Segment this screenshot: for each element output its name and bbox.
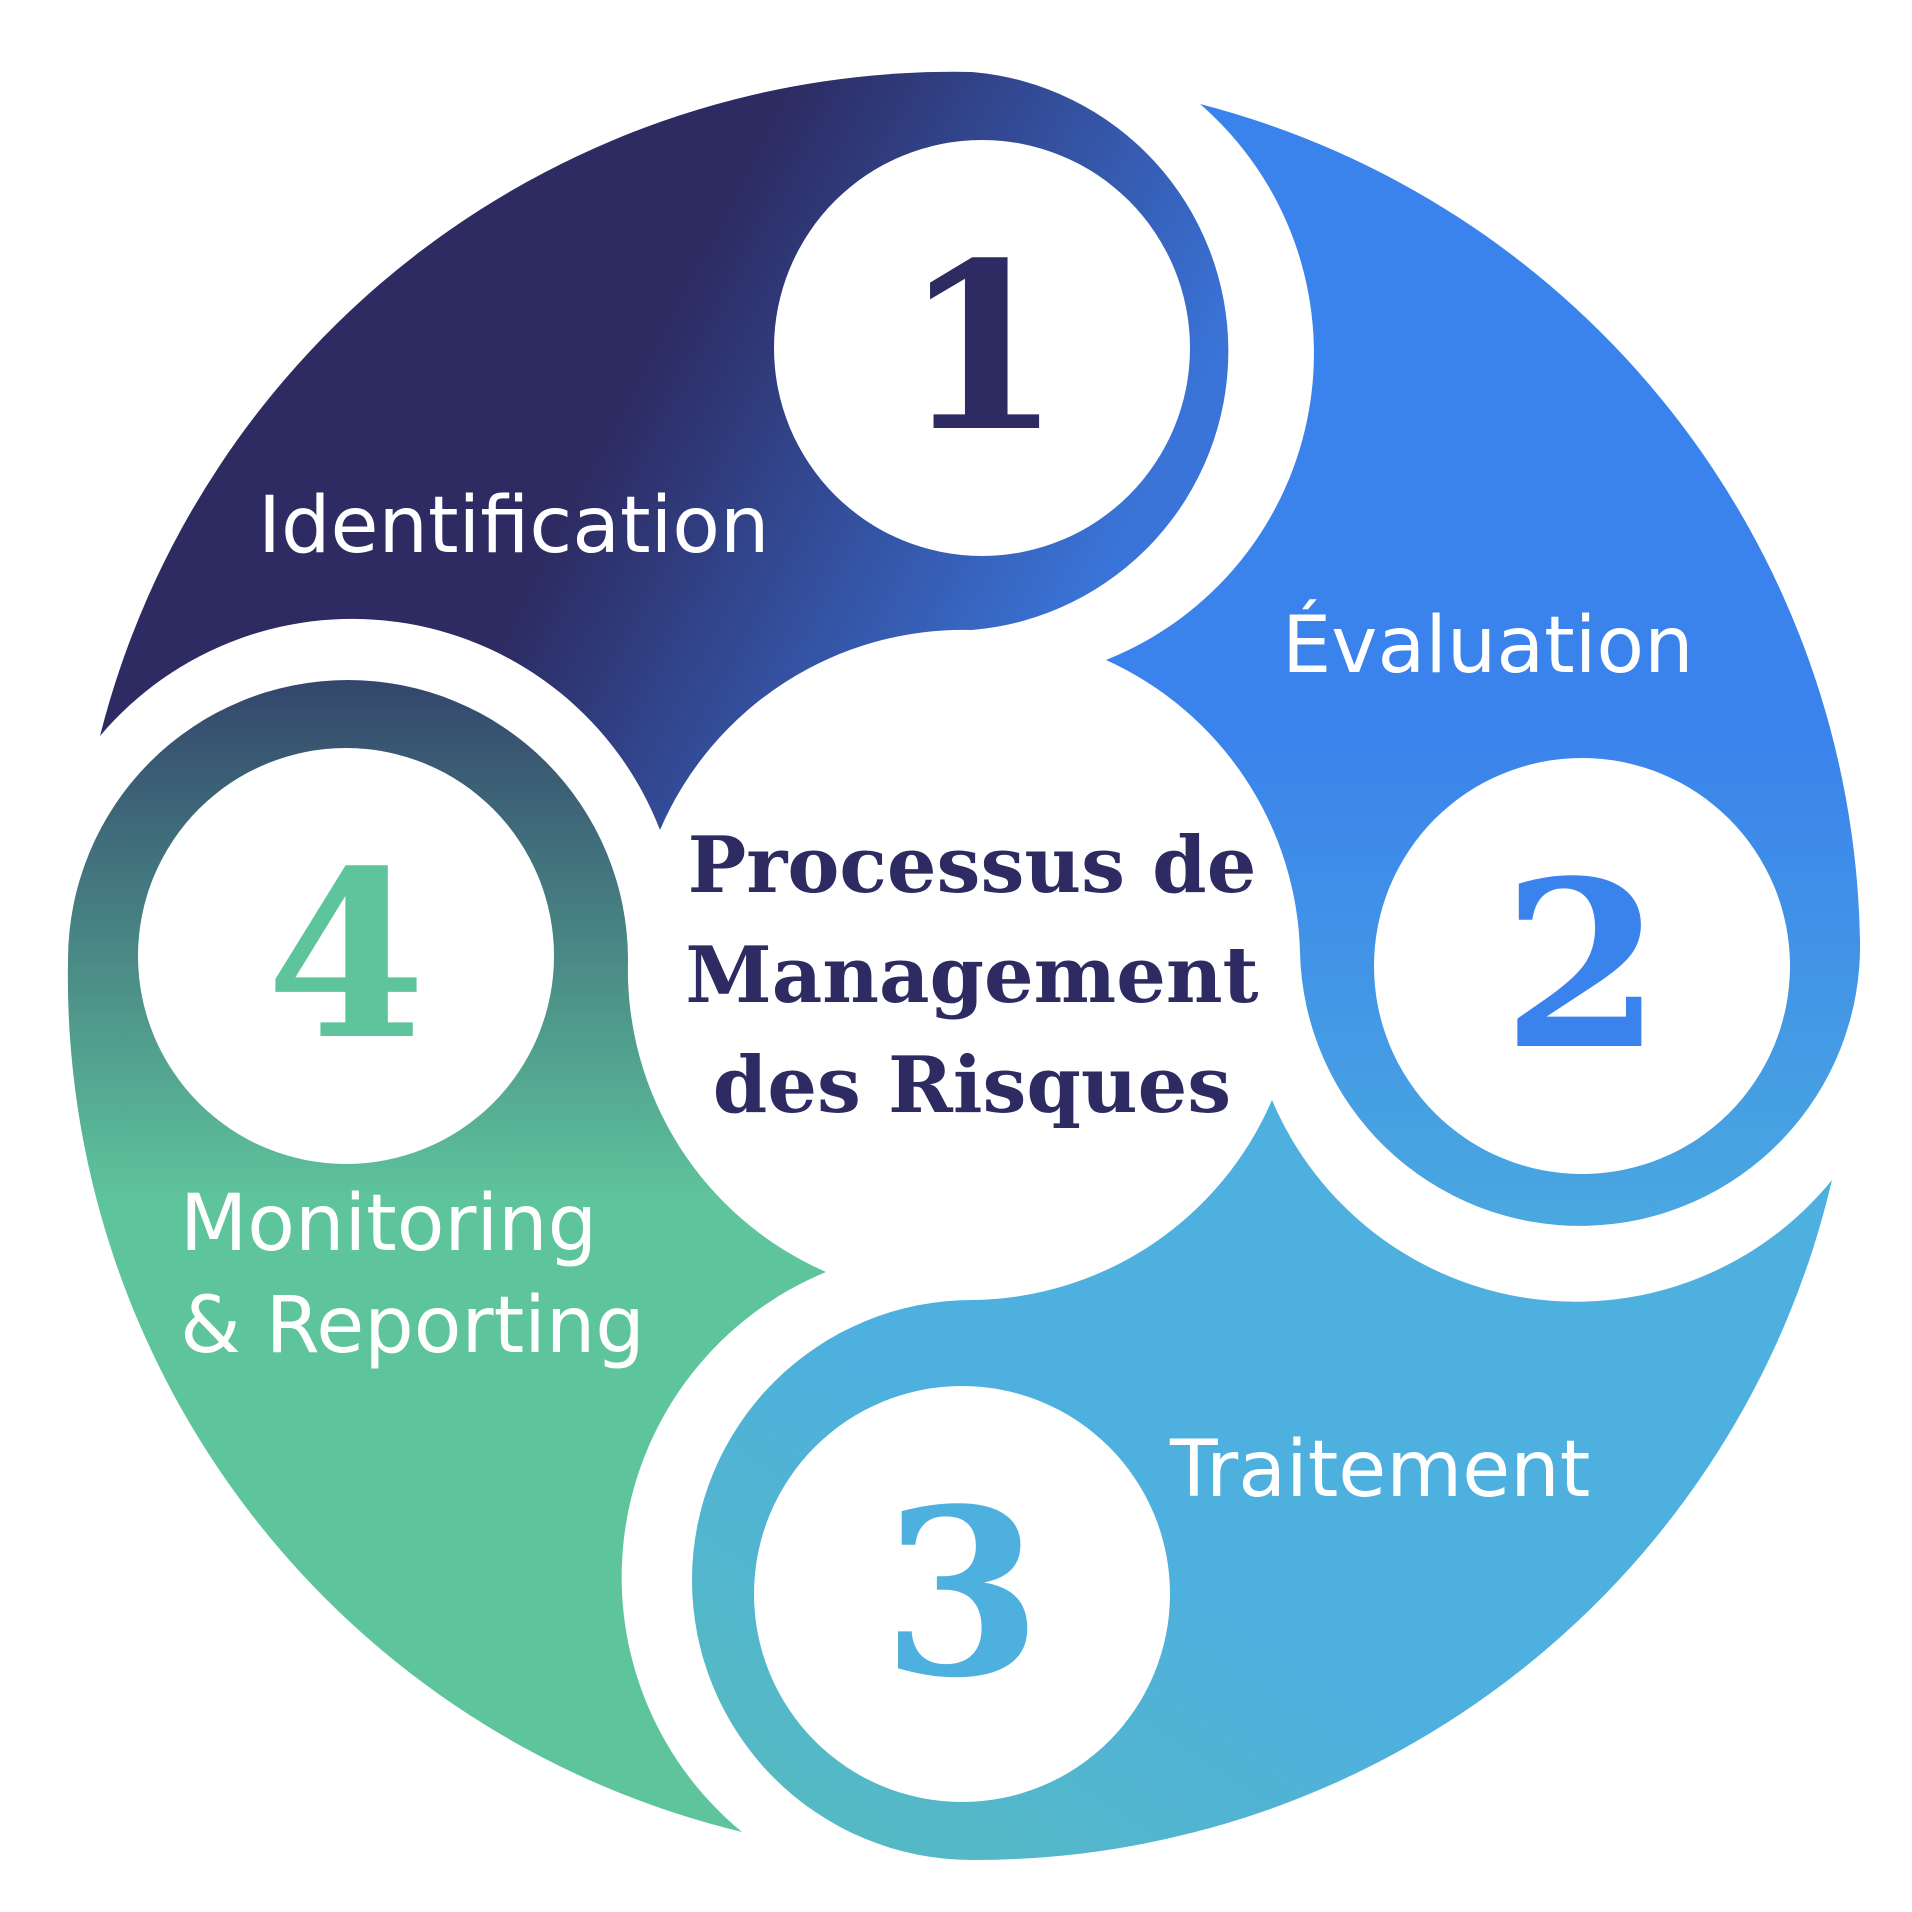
step-4-label-line-2: & Reporting [180, 1281, 645, 1371]
step-4-segment: 4 Monitoring & Reporting [67, 680, 826, 1832]
step-4-circle [138, 748, 554, 1164]
step-2-segment: 2 Évaluation [1106, 104, 1861, 1226]
step-3-circle [754, 1386, 1170, 1802]
step-2-label-line: Évaluation [1282, 599, 1694, 691]
step-1-label-line: Identification [258, 481, 769, 571]
step-4-label: Monitoring & Reporting [180, 1179, 645, 1371]
step-1-number: 1 [902, 213, 1062, 483]
step-2-label: Évaluation [1282, 599, 1694, 691]
center-title-line-3: des Risques [713, 1040, 1231, 1131]
center-title-line-1: Processus de [688, 820, 1257, 911]
step-3-label-line: Traitement [1169, 1425, 1590, 1515]
step-2-circle [1374, 758, 1790, 1174]
step-3-label: Traitement [1169, 1425, 1590, 1515]
step-3-number: 3 [882, 1459, 1042, 1729]
step-1-segment: 1 Identification [100, 71, 1229, 831]
center-title: Processus de Management des Risques [685, 820, 1258, 1131]
step-3-segment: 3 Traitement [692, 1100, 1832, 1861]
center-title-line-2: Management [685, 930, 1258, 1021]
step-4-number: 4 [266, 821, 426, 1091]
step-4-label-line-1: Monitoring [180, 1179, 597, 1269]
step-1-label: Identification [258, 481, 769, 571]
step-2-number: 2 [1502, 831, 1662, 1101]
step-1-circle [774, 140, 1190, 556]
